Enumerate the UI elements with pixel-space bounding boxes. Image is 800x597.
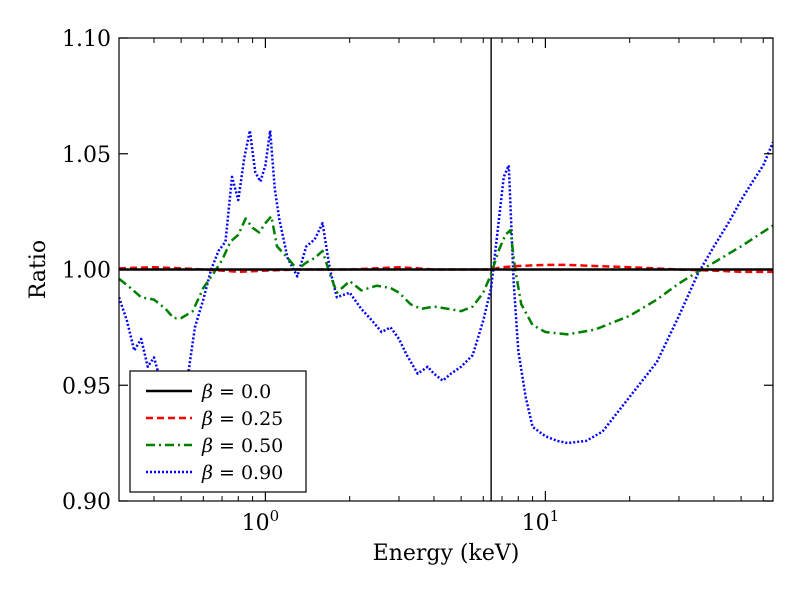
y-tick-label: 1.10: [62, 27, 111, 52]
y-tick-label: 0.95: [62, 374, 111, 399]
legend-label-2: β = 0.50: [201, 435, 283, 457]
legend-label-1: β = 0.25: [201, 408, 283, 430]
series-line-1: [119, 263, 773, 274]
series-line-2: [119, 215, 773, 336]
x-tick-label: 100: [242, 507, 280, 536]
y-tick-label: 1.05: [62, 143, 111, 168]
y-tick-label: 1.00: [62, 259, 111, 284]
x-axis-title: Energy (keV): [373, 541, 520, 566]
legend-label-0: β = 0.0: [201, 381, 271, 403]
legend: β = 0.0 β = 0.25 β = 0.50 β = 0.90: [129, 370, 307, 493]
y-tick-label: 0.90: [62, 490, 111, 515]
series-line-3: [119, 129, 773, 445]
x-tick-label: 101: [522, 507, 560, 536]
legend-label-3: β = 0.90: [201, 462, 283, 484]
y-axis-title: Ratio: [26, 240, 51, 299]
